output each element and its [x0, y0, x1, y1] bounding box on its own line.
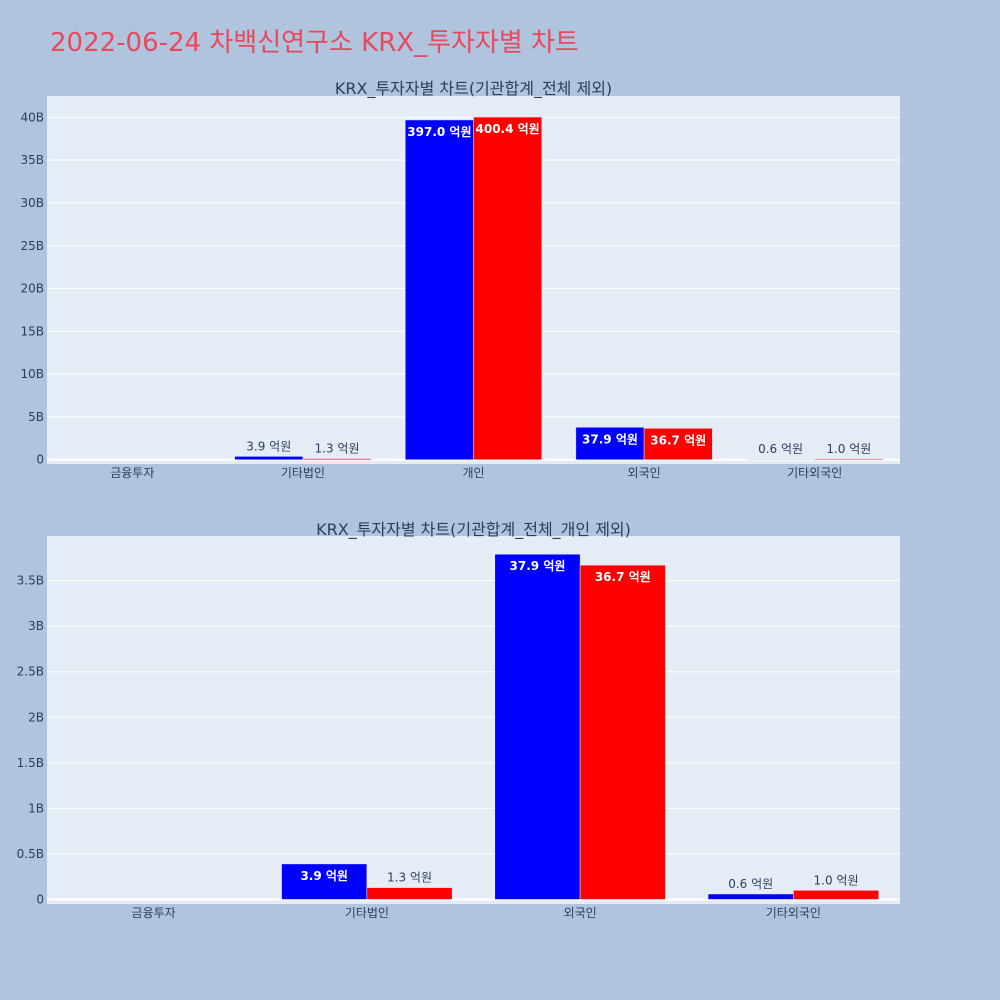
- data-label: 36.7 억원: [595, 570, 651, 584]
- y-tick-label: 3B: [28, 619, 44, 633]
- y-tick-label: 35B: [20, 153, 44, 167]
- chart-panel-1: 0 5B 10B 15B 20B 25B 30B 35B 40B KRX_투자자별 차트(기관합계…: [20, 79, 900, 480]
- chart-panel-2: 0 0.5B 1B 1.5B 2B 2.5B 3B 3.5B KRX_투자자별 차트(기관합계_…: [17, 520, 900, 920]
- data-label: 36.7 억원: [650, 433, 706, 447]
- x-tick-label: 기타외국인: [787, 466, 842, 480]
- y-tick-label: 0: [36, 892, 44, 906]
- y-tick-label: 40B: [20, 110, 44, 124]
- bar: [579, 564, 666, 900]
- data-label: 400.4 억원: [476, 122, 540, 136]
- x-tick-label: 금융투자: [132, 906, 176, 920]
- x-tick-label: 금융투자: [110, 466, 154, 480]
- data-label: 1.3 억원: [315, 442, 360, 456]
- data-label: 0.6 억원: [758, 442, 803, 456]
- x-tick-label: 외국인: [628, 466, 661, 480]
- y-tick-label: 1B: [28, 801, 44, 815]
- data-label: 397.0 억원: [407, 125, 471, 139]
- y-tick-label: 30B: [20, 196, 44, 210]
- y-tick-label: 0: [36, 453, 44, 467]
- data-label: 1.0 억원: [826, 442, 871, 456]
- chart-title: KRX_투자자별 차트(기관합계_전체 제외): [335, 79, 612, 99]
- y-tick-label: 15B: [20, 324, 44, 338]
- x-tick-label: 기타외국인: [766, 906, 821, 920]
- data-label: 1.3 억원: [387, 871, 432, 885]
- y-tick-label: 10B: [20, 367, 44, 381]
- bar: [707, 893, 794, 900]
- bar: [793, 890, 879, 900]
- bar: [234, 456, 304, 460]
- bar: [746, 458, 815, 460]
- y-tick-label: 2B: [28, 710, 44, 724]
- data-label: 3.9 억원: [246, 439, 291, 453]
- data-label: 37.9 억원: [510, 559, 566, 573]
- x-tick-label: 외국인: [564, 906, 597, 920]
- data-label: 1.0 억원: [814, 873, 859, 887]
- bar: [405, 119, 474, 460]
- bar: [494, 553, 581, 900]
- y-tick-label: 3.5B: [17, 574, 44, 588]
- page-title: 2022-06-24 차백신연구소 KRX_투자자별 차트: [50, 28, 579, 58]
- y-tick-label: 0.5B: [17, 847, 44, 861]
- y-tick-label: 1.5B: [17, 756, 44, 770]
- y-tick-label: 20B: [20, 282, 44, 296]
- bar: [643, 428, 713, 460]
- x-tick-label: 기타법인: [345, 906, 389, 920]
- data-label: 0.6 억원: [728, 877, 773, 891]
- y-tick-label: 2.5B: [17, 665, 44, 679]
- y-tick-label: 25B: [20, 239, 44, 253]
- plot-area: [47, 536, 900, 904]
- chart-title: KRX_투자자별 차트(기관합계_전체_개인 제외): [316, 520, 631, 540]
- bar: [302, 458, 372, 460]
- x-tick-label: 개인: [462, 466, 484, 480]
- data-label: 3.9 억원: [300, 869, 348, 883]
- bar: [366, 887, 453, 900]
- data-label: 37.9 억원: [582, 432, 638, 446]
- y-tick-label: 5B: [28, 410, 44, 424]
- x-tick-label: 기타법인: [281, 466, 325, 480]
- bar: [814, 458, 884, 460]
- bar: [575, 427, 645, 460]
- bar: [473, 116, 542, 460]
- bar: [281, 863, 368, 900]
